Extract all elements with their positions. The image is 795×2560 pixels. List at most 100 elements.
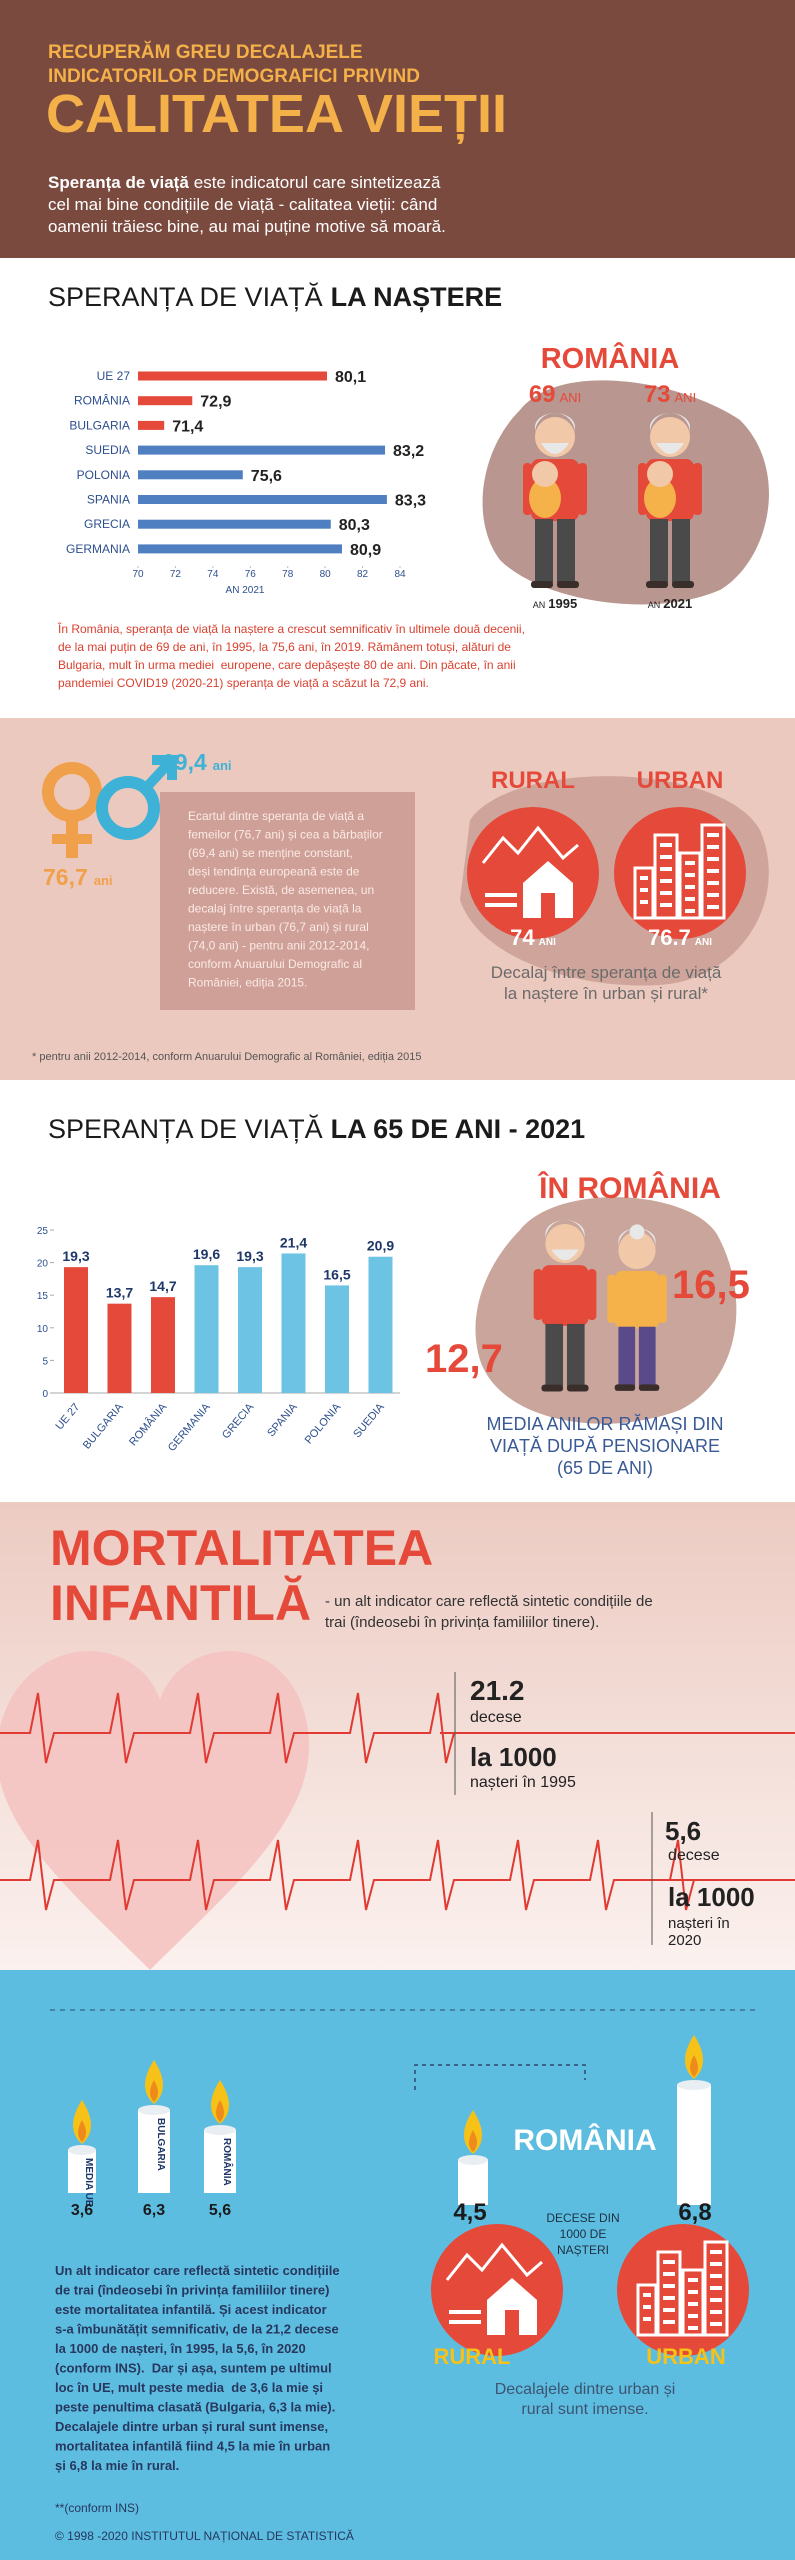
male-symbol — [96, 776, 160, 840]
stat-unit: decese — [470, 1709, 522, 1726]
rural-value-part: ANI — [539, 937, 556, 948]
y-tick-label: SUEDIA — [85, 443, 130, 457]
flame-core — [690, 2055, 698, 2077]
rural-title: RURAL — [434, 2344, 511, 2369]
intro-line-part: Speranța de viață — [48, 173, 189, 192]
person-leg — [672, 519, 690, 583]
person-beard — [551, 1249, 579, 1261]
house-icon — [523, 861, 573, 918]
candle — [138, 2110, 170, 2193]
age-label: 69 ANI — [529, 381, 581, 408]
window-icon — [707, 833, 719, 837]
value-label: 80,1 — [335, 369, 366, 386]
paragraph-line: Un alt indicator care reflectă sintetic … — [55, 2263, 340, 2278]
female-value: 76,7 ani — [43, 864, 113, 890]
rural-value: 4,5 — [453, 2199, 486, 2226]
person-arm — [693, 463, 702, 515]
value-label: 80,3 — [339, 517, 370, 534]
heartbeat-line — [0, 1839, 720, 1911]
window-icon — [640, 888, 648, 892]
age65-caption: VIAȚĂ DUPĂ PENSIONARE — [490, 1436, 720, 1456]
paragraph-line: este mortalitatea infantilă. Și acest in… — [55, 2302, 327, 2317]
candle-value: 6,3 — [143, 2202, 165, 2219]
window-icon — [707, 845, 719, 849]
person-arm — [658, 1274, 667, 1323]
male-symbol-arrow — [140, 755, 177, 794]
candle-value: 5,6 — [209, 2202, 231, 2219]
candle-top — [204, 2125, 236, 2135]
person-shoe — [541, 1384, 564, 1392]
birth-note: de la mai puțin de 69 de ani, în 1995, l… — [58, 640, 511, 654]
birth-note: Bulgaria, mult în urma mediei europene, … — [58, 658, 516, 672]
value-label: 19,6 — [193, 1246, 220, 1262]
window-icon — [640, 900, 648, 904]
intro-line: Speranța de viață este indicatorul care s… — [48, 173, 441, 192]
person-leg — [638, 1326, 656, 1387]
bar — [368, 1256, 393, 1393]
box-line: (74,0 ani) - pentru anii 2012-2014, — [188, 939, 369, 953]
stat-when: 2020 — [668, 1932, 701, 1949]
person-bun — [629, 1224, 645, 1240]
bar — [281, 1253, 306, 1393]
window-icon — [707, 893, 719, 897]
window-icon — [660, 867, 672, 871]
person-leg — [535, 519, 553, 583]
year-label-part: 2021 — [663, 596, 692, 611]
candle-label: ROMÂNIA — [221, 2138, 234, 2186]
x-tick-label: 84 — [394, 569, 406, 580]
mortality-title: MORTALITATEA — [50, 1520, 433, 1576]
window-icon — [685, 897, 695, 901]
flame-core — [150, 2080, 158, 2102]
year-label: AN 2021 — [648, 596, 692, 611]
male-value-part: 69,4 — [162, 749, 207, 775]
value-label: 21,4 — [280, 1234, 307, 1250]
candles-caption: Decalajele dintre urban și — [495, 2381, 676, 2398]
window-icon — [688, 2290, 698, 2294]
bar — [138, 544, 342, 554]
fence-icon — [449, 2310, 481, 2314]
person-shoe — [646, 581, 668, 588]
value-label: 75,6 — [251, 468, 282, 485]
candle — [677, 2085, 711, 2205]
stat-value: 5,6 — [665, 1816, 701, 1846]
mortality-subtitle: trai (îndeosebi în privința familiilor t… — [325, 1614, 599, 1631]
person-shoe — [531, 581, 553, 588]
candle-label: MEDIA UE — [83, 2158, 94, 2207]
intro-line: cel mai bine condițiile de viață - calit… — [48, 195, 437, 214]
stat-per: la 1000 — [668, 1882, 755, 1912]
paragraph-line: la 1000 de nașteri, în 1995, la 5,6, în … — [55, 2341, 306, 2356]
country-title: ÎN ROMÂNIA — [537, 1171, 721, 1205]
value-label: 16,5 — [323, 1266, 350, 1282]
window-icon — [663, 2272, 675, 2276]
x-tick-label: 70 — [132, 569, 144, 580]
flame-core — [216, 2100, 224, 2122]
header-background — [0, 0, 795, 258]
window-icon — [710, 2322, 722, 2326]
age-label: 73 ANI — [644, 381, 696, 408]
window-icon — [660, 891, 672, 895]
person-shoe — [557, 581, 579, 588]
year-label: AN 1995 — [533, 596, 577, 611]
person-shoe — [614, 1384, 636, 1391]
female-symbol — [42, 762, 102, 822]
x-tick-label: 82 — [357, 569, 369, 580]
rural-title: RURAL — [491, 767, 575, 794]
y-tick-label: POLONIA — [77, 468, 130, 482]
window-icon — [688, 2302, 698, 2306]
window-icon — [643, 2293, 651, 2297]
baby-body — [529, 478, 561, 518]
urban-value: 76.7 ANI — [648, 925, 712, 950]
window-icon — [685, 873, 695, 877]
value-label: 83,3 — [395, 493, 426, 510]
rural-value-part: 74 — [510, 925, 535, 950]
baby-body — [644, 478, 676, 518]
stat-when: nașteri în 1995 — [470, 1774, 576, 1791]
window-icon — [663, 2284, 675, 2288]
building-icon — [653, 833, 679, 920]
section-title-part: LA 65 DE ANI - 2021 — [331, 1114, 586, 1144]
age65-caption: (65 DE ANI) — [557, 1458, 653, 1478]
section-title: SPERANȚA DE VIAȚĂ LA 65 DE ANI - 2021 — [48, 1114, 585, 1144]
section-title-part: SPERANȚA DE VIAȚĂ — [48, 1114, 323, 1144]
bar — [138, 396, 193, 406]
